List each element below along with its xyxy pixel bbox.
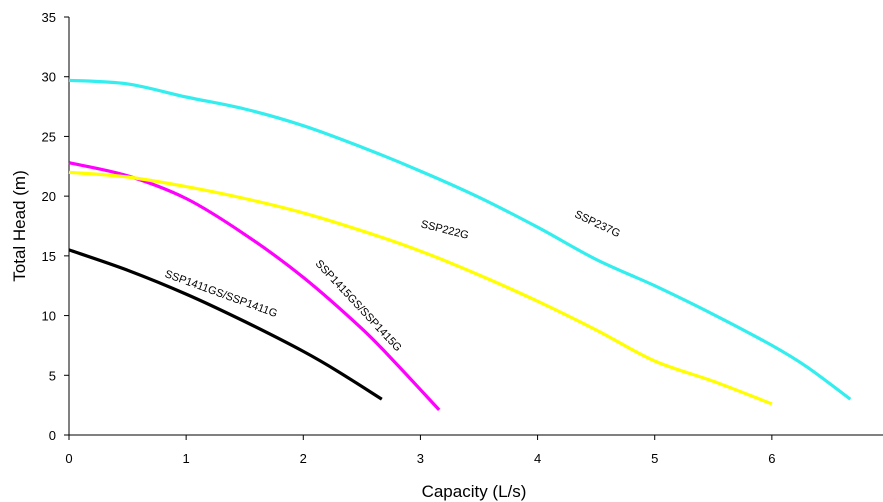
- y-tick-label: 30: [42, 70, 56, 85]
- series-line: [68, 170, 773, 406]
- x-tick-label: 1: [183, 451, 190, 466]
- y-tick-label: 20: [42, 189, 56, 204]
- series-label: SSP1411GS/SSP1411G: [163, 268, 279, 320]
- plot-area: 0 5 10 15 20 25 30 35 0 1 2 3 4 5 6 SSP1411GS/SSP1411G S…: [42, 10, 883, 466]
- x-tick-label: 3: [417, 451, 424, 466]
- y-tick-label: 15: [42, 249, 56, 264]
- y-tick-label: 0: [49, 428, 56, 443]
- x-tick-label: 5: [651, 451, 658, 466]
- y-tick-label: 35: [42, 10, 56, 25]
- x-axis-title: Capacity (L/s): [422, 482, 527, 501]
- series-label: SSP222G: [420, 218, 470, 241]
- x-tick-label: 6: [768, 451, 775, 466]
- y-tick-label: 5: [49, 368, 56, 383]
- x-tick-label: 4: [534, 451, 541, 466]
- y-tick-label: 10: [42, 309, 56, 324]
- x-tick-label: 2: [300, 451, 307, 466]
- series-label: SSP237G: [573, 209, 622, 241]
- series-line: [68, 248, 383, 401]
- series-label: SSP1415GS/SSP1415G: [313, 258, 404, 354]
- y-axis-title: Total Head (m): [10, 170, 29, 281]
- series-line: [68, 78, 852, 401]
- y-tick-label: 25: [42, 129, 56, 144]
- x-tick-label: 0: [65, 451, 72, 466]
